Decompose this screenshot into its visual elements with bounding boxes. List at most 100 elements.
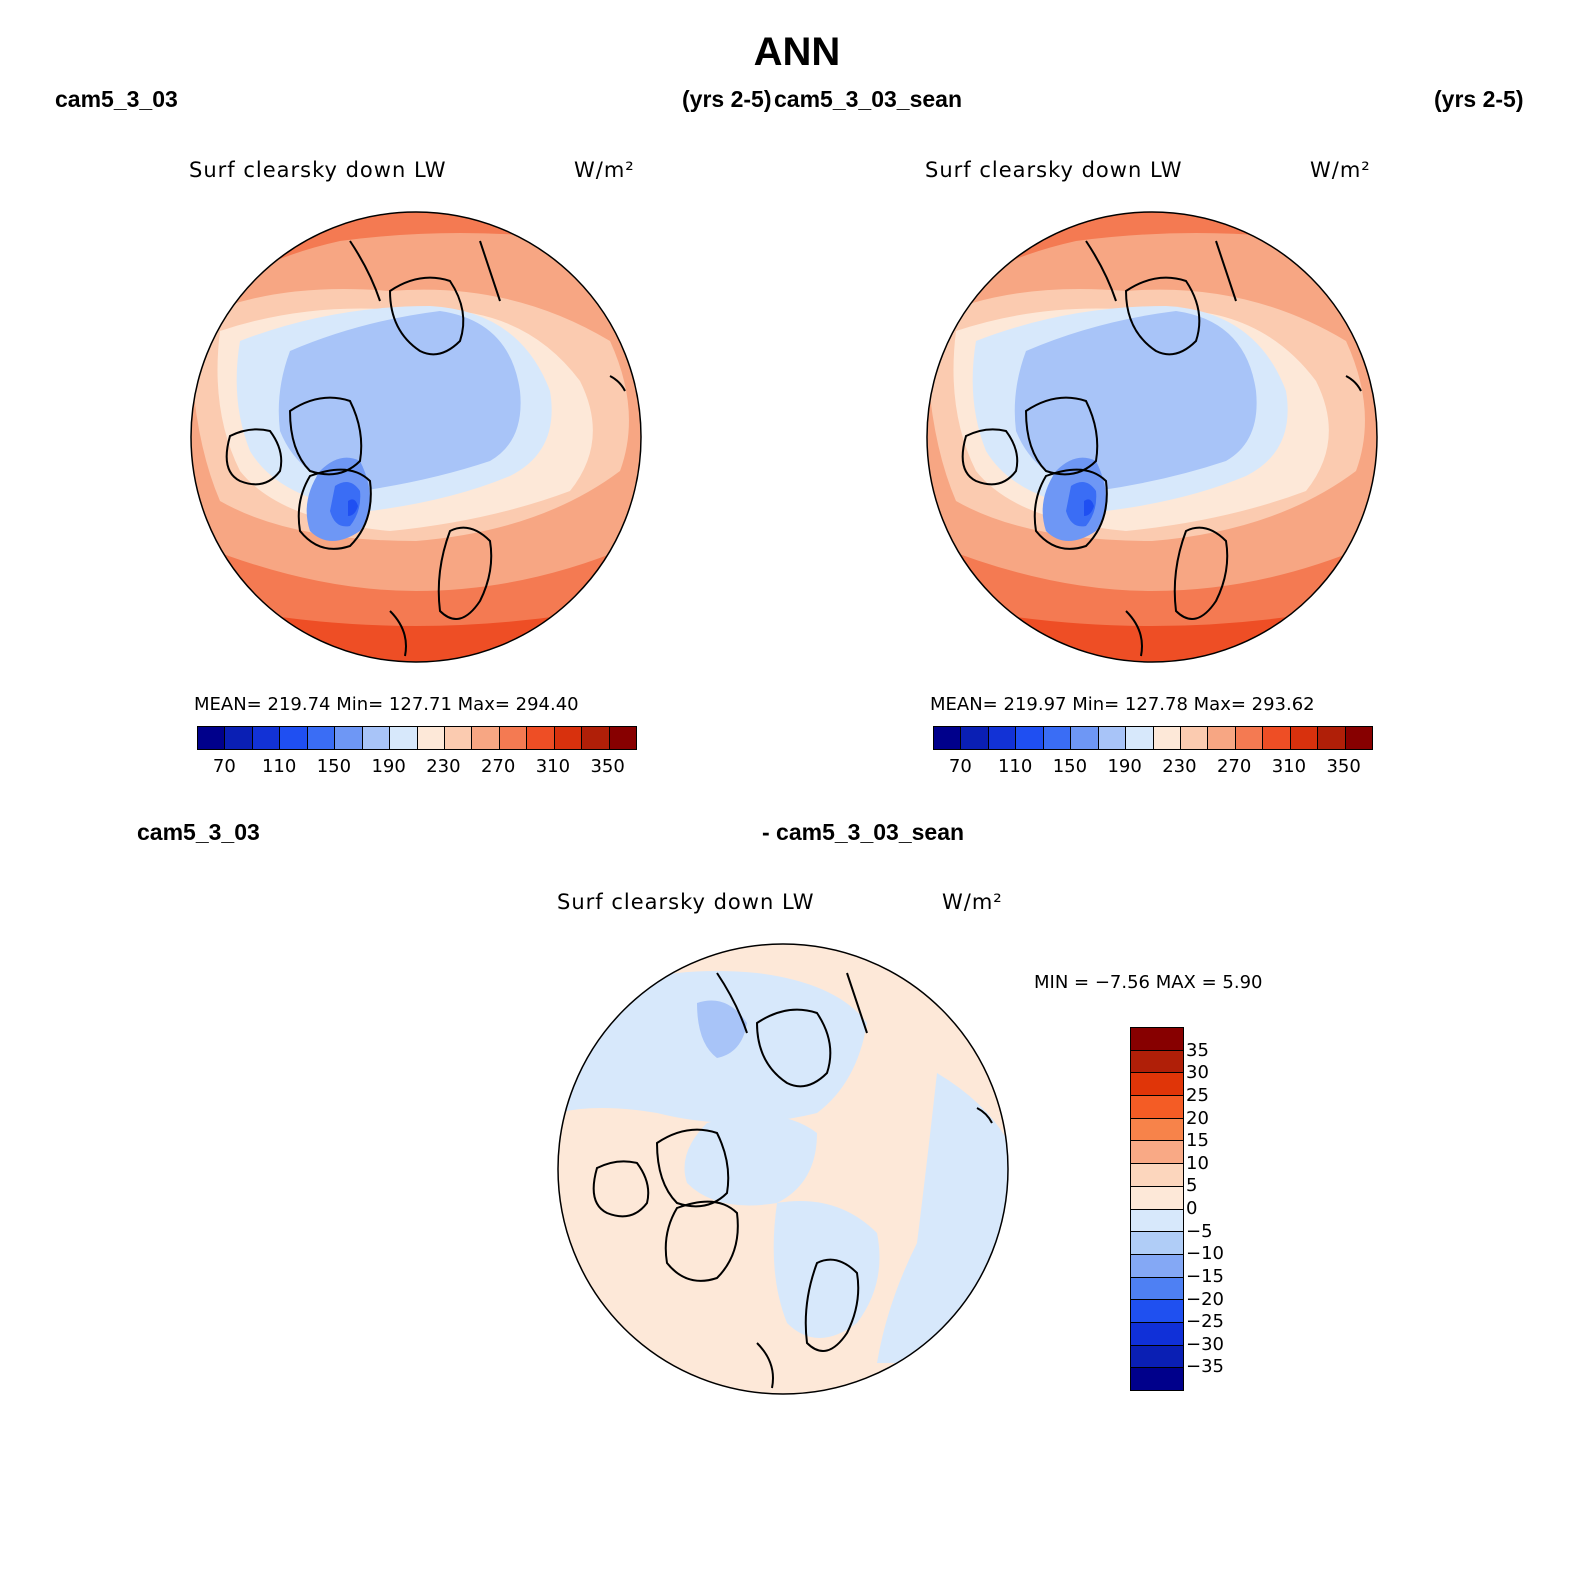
colorbar-swatch bbox=[471, 727, 499, 749]
left-case-years: (yrs 2-5) bbox=[682, 86, 772, 112]
colorbar-swatch bbox=[581, 727, 609, 749]
colorbar-swatch bbox=[1015, 727, 1043, 749]
diff-colorbar-ticks: 35 30 25 20 15 10 5 0 −5 −10 −15 −20 −25 −30 −35 bbox=[1186, 1027, 1266, 1389]
colorbar-swatch bbox=[1131, 1095, 1183, 1118]
colorbar-swatch bbox=[1131, 1208, 1183, 1232]
colorbar-tick-label: 10 bbox=[1186, 1152, 1209, 1174]
colorbar-swatch bbox=[1131, 1231, 1183, 1254]
colorbar-swatch bbox=[1289, 727, 1318, 749]
colorbar-swatch bbox=[1070, 727, 1098, 749]
colorbar-swatch bbox=[1131, 1072, 1183, 1096]
colorbar-swatch bbox=[526, 727, 554, 749]
panel1-variable: Surf clearsky down LW bbox=[189, 158, 447, 182]
panel2-stats: MEAN= 219.97 Min= 127.78 Max= 293.62 bbox=[930, 694, 1315, 715]
panel2-colorbar-ticks: 70 110 150 190 230 270 310 350 bbox=[933, 756, 1371, 778]
colorbar-swatch bbox=[443, 727, 472, 749]
colorbar-tick-label: 70 bbox=[948, 756, 972, 777]
colorbar-swatch bbox=[987, 727, 1016, 749]
colorbar-swatch bbox=[306, 727, 335, 749]
colorbar-tick-label: 270 bbox=[480, 756, 516, 777]
colorbar-swatch bbox=[1042, 727, 1071, 749]
diff-right-case: - cam5_3_03_sean bbox=[762, 819, 965, 845]
colorbar-tick-label: 25 bbox=[1186, 1084, 1209, 1106]
colorbar-swatch bbox=[1097, 727, 1126, 749]
diff-variable: Surf clearsky down LW bbox=[557, 890, 815, 914]
colorbar-tick-label: −35 bbox=[1186, 1356, 1224, 1378]
right-case-name: cam5_3_03_sean bbox=[774, 86, 962, 112]
panel1-stats: MEAN= 219.74 Min= 127.71 Max= 294.40 bbox=[194, 694, 579, 715]
colorbar-tick-label: 110 bbox=[261, 756, 297, 777]
colorbar-swatch bbox=[1131, 1049, 1183, 1073]
colorbar-swatch bbox=[334, 727, 362, 749]
colorbar-swatch bbox=[1207, 727, 1235, 749]
page-title: ANN bbox=[753, 30, 841, 74]
colorbar-tick-label: −30 bbox=[1186, 1333, 1224, 1355]
colorbar-tick-label: −25 bbox=[1186, 1311, 1224, 1333]
panel2-colorbar bbox=[933, 726, 1373, 750]
colorbar-swatch bbox=[1131, 1253, 1183, 1277]
panel2-variable: Surf clearsky down LW bbox=[925, 158, 1183, 182]
diff-units: W/m² bbox=[942, 890, 1003, 914]
colorbar-swatch bbox=[1234, 727, 1263, 749]
colorbar-swatch bbox=[361, 727, 390, 749]
colorbar-tick-label: −15 bbox=[1186, 1265, 1224, 1287]
colorbar-swatch bbox=[1131, 1140, 1183, 1164]
colorbar-tick-label: 30 bbox=[1186, 1062, 1209, 1084]
colorbar-tick-label: 310 bbox=[1271, 756, 1307, 777]
colorbar-swatch bbox=[1152, 727, 1180, 749]
colorbar-swatch bbox=[1131, 1321, 1183, 1345]
colorbar-swatch bbox=[1131, 1185, 1183, 1209]
colorbar-tick-label: 190 bbox=[1107, 756, 1142, 777]
colorbar-tick-label: −20 bbox=[1186, 1288, 1224, 1310]
colorbar-swatch bbox=[1131, 1163, 1183, 1186]
diff-stats: MIN = −7.56 MAX = 5.90 bbox=[1034, 972, 1263, 993]
diff-left-case: cam5_3_03 bbox=[137, 819, 260, 845]
panel1-units: W/m² bbox=[574, 158, 635, 182]
colorbar-tick-label: 70 bbox=[212, 756, 236, 777]
colorbar-swatch bbox=[416, 727, 444, 749]
colorbar-swatch bbox=[1131, 1028, 1183, 1050]
colorbar-tick-label: 110 bbox=[997, 756, 1033, 777]
colorbar-swatch bbox=[498, 727, 527, 749]
panel1-colorbar bbox=[197, 726, 637, 750]
panel2-units: W/m² bbox=[1310, 158, 1371, 182]
colorbar-tick-label: 310 bbox=[535, 756, 571, 777]
colorbar-swatch bbox=[1317, 727, 1345, 749]
colorbar-swatch bbox=[960, 727, 988, 749]
colorbar-swatch bbox=[251, 727, 280, 749]
colorbar-swatch bbox=[1131, 1367, 1183, 1390]
polar-map-difference bbox=[557, 943, 1009, 1395]
colorbar-tick-label: 35 bbox=[1186, 1039, 1209, 1061]
colorbar-tick-label: 230 bbox=[426, 756, 461, 777]
polar-map-panel1 bbox=[190, 211, 642, 663]
colorbar-swatch bbox=[608, 727, 636, 749]
colorbar-tick-label: 20 bbox=[1186, 1107, 1209, 1129]
colorbar-swatch bbox=[1344, 727, 1372, 749]
right-case-years: (yrs 2-5) bbox=[1434, 86, 1524, 112]
colorbar-swatch bbox=[1262, 727, 1290, 749]
colorbar-swatch bbox=[1131, 1344, 1183, 1368]
diff-colorbar bbox=[1130, 1027, 1184, 1391]
colorbar-swatch bbox=[389, 727, 417, 749]
colorbar-swatch bbox=[934, 727, 961, 749]
colorbar-tick-label: 5 bbox=[1186, 1175, 1198, 1197]
colorbar-swatch bbox=[1125, 727, 1153, 749]
colorbar-swatch bbox=[1131, 1117, 1183, 1141]
colorbar-tick-label: 350 bbox=[590, 756, 625, 777]
colorbar-tick-label: 150 bbox=[1052, 756, 1088, 777]
panel1-colorbar-ticks: 70 110 150 190 230 270 310 350 bbox=[197, 756, 635, 778]
colorbar-swatch bbox=[1131, 1299, 1183, 1322]
polar-map-panel2 bbox=[926, 211, 1378, 663]
colorbar-swatch bbox=[279, 727, 307, 749]
colorbar-swatch bbox=[224, 727, 252, 749]
colorbar-tick-label: 150 bbox=[316, 756, 352, 777]
colorbar-tick-label: −5 bbox=[1186, 1220, 1213, 1242]
colorbar-swatch bbox=[1179, 727, 1208, 749]
colorbar-tick-label: −10 bbox=[1186, 1243, 1224, 1265]
colorbar-tick-label: 15 bbox=[1186, 1130, 1209, 1152]
colorbar-tick-label: 0 bbox=[1186, 1198, 1198, 1219]
left-case-name: cam5_3_03 bbox=[55, 86, 178, 112]
colorbar-swatch bbox=[198, 727, 225, 749]
colorbar-swatch bbox=[1131, 1276, 1183, 1300]
colorbar-tick-label: 230 bbox=[1162, 756, 1197, 777]
